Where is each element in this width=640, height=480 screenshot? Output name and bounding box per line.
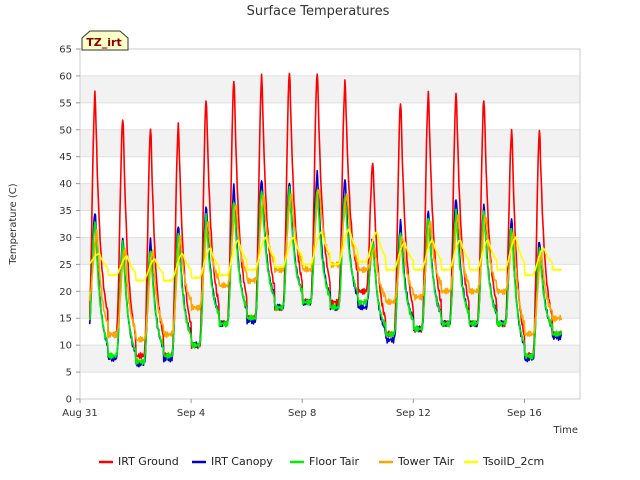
badge-shape (81, 30, 129, 51)
legend-label: TsoilD_2cm (482, 455, 544, 468)
x-tick-label: Sep 4 (177, 408, 205, 419)
y-tick-label: 25 (59, 260, 72, 271)
y-tick-label: 0 (66, 395, 72, 406)
gridlines (80, 48, 580, 400)
badge-label: TZ_irt (86, 36, 121, 49)
x-tick-label: Sep 8 (288, 408, 316, 419)
y-tick-label: 20 (59, 287, 72, 298)
background-band (80, 345, 580, 373)
series-line-tsoild-2cm (89, 228, 563, 283)
y-tick-label: 15 (59, 314, 72, 325)
y-tick-label: 5 (66, 368, 72, 379)
tz-irt-badge: TZ_irt (81, 30, 129, 51)
y-tick-label: 55 (59, 98, 72, 109)
legend-label: IRT Ground (118, 455, 179, 468)
y-tick-label: 30 (59, 233, 72, 244)
y-tick-label: 40 (59, 179, 72, 190)
background-band (80, 75, 580, 103)
y-tick-label: 60 (59, 71, 72, 82)
legend: IRT Ground IRT Canopy Floor Tair Tower TAir… (99, 455, 544, 468)
legend-label: Floor Tair (309, 455, 360, 468)
y-tick-label: 65 (59, 45, 72, 56)
y-axis-ticks: 0 5 10 15 20 25 30 35 40 45 50 55 60 65 (59, 45, 80, 406)
x-tick-label: Sep 12 (396, 408, 431, 419)
x-axis-ticks: Aug 31 Sep 4 Sep 8 Sep 12 Sep 16 (62, 399, 542, 419)
plot-frame (79, 48, 581, 400)
series-line-floor-tair (88, 185, 563, 366)
background-band (80, 129, 580, 157)
y-tick-label: 10 (59, 341, 72, 352)
x-tick-label: Aug 31 (62, 408, 97, 419)
y-tick-label: 45 (59, 152, 72, 163)
legend-label: Tower TAir (397, 455, 455, 468)
plot-background-bands (80, 75, 580, 373)
x-tick-label: Sep 16 (507, 408, 542, 419)
background-band (80, 183, 580, 211)
y-axis-title: Temperature (C) (8, 183, 19, 265)
y-tick-label: 50 (59, 125, 72, 136)
x-axis-title: Time (553, 425, 578, 436)
series-layer (88, 72, 563, 368)
legend-label: IRT Canopy (211, 455, 273, 468)
y-tick-label: 35 (59, 206, 72, 217)
chart-title: Surface Temperatures (247, 4, 390, 19)
